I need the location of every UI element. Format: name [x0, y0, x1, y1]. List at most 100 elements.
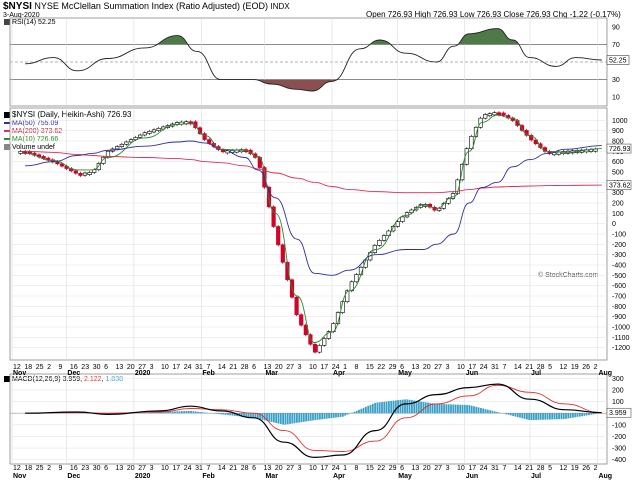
- macd-histogram-bar: [431, 403, 434, 414]
- rsi-tick-label: 30: [612, 77, 620, 84]
- candle-down: [294, 296, 299, 316]
- macd-tick-label: -300: [612, 446, 626, 453]
- macd-histogram-bar: [388, 401, 390, 414]
- macd-histogram-bar: [424, 402, 427, 414]
- ma50-legend: MA(50) 755.09: [4, 120, 58, 127]
- day-tick-label-macd: 10: [457, 465, 465, 472]
- month-label-macd: Aug: [598, 473, 612, 480]
- macd-histogram-bar: [254, 413, 257, 419]
- day-tick-label-macd: 7: [503, 465, 507, 472]
- macd-histogram-bar: [590, 413, 593, 415]
- day-tick-label-macd: 17: [320, 465, 328, 472]
- macd-histogram-bar: [521, 413, 524, 419]
- chart-date: 3-Aug-2020: [3, 12, 40, 19]
- price-tick-label: 500: [612, 170, 624, 177]
- macd-histogram-bar: [240, 413, 243, 417]
- day-tick-label: 27: [434, 364, 442, 371]
- macd-histogram-bar: [496, 411, 498, 414]
- candle-down: [529, 135, 534, 141]
- day-tick-label: 13: [263, 364, 271, 371]
- macd-histogram-bar: [252, 413, 255, 418]
- rsi-legend-text: RSI(14) 52.25: [12, 19, 56, 26]
- month-label: Jul: [531, 370, 541, 377]
- day-tick-label-macd: 20: [275, 465, 283, 472]
- macd-histogram-bar: [114, 413, 117, 415]
- day-tick-label: 16: [70, 364, 78, 371]
- day-tick-label: 29: [389, 364, 397, 371]
- macd-histogram-bar: [585, 413, 588, 416]
- macd-histogram-bar: [378, 402, 381, 414]
- macd-histogram-bar: [383, 401, 386, 414]
- macd-chart: [24, 383, 602, 459]
- macd-swatch: [4, 376, 10, 383]
- day-tick-label: 6: [252, 364, 256, 371]
- day-tick-label: 27: [138, 364, 146, 371]
- candle-up: [124, 141, 129, 145]
- day-tick-label: 26: [582, 364, 590, 371]
- macd-histogram-bar: [268, 413, 271, 422]
- day-tick-label: 14: [514, 364, 522, 371]
- day-tick-label-macd: 6: [104, 465, 108, 472]
- macd-histogram-bar: [328, 413, 330, 419]
- macd-histogram-bar: [489, 410, 491, 414]
- macd-histogram-bar: [309, 413, 312, 421]
- macd-histogram-bar: [560, 413, 563, 420]
- macd-histogram-bar: [284, 413, 287, 425]
- macd-histogram-bar: [415, 400, 418, 414]
- candle-up: [151, 129, 157, 133]
- macd-histogram-bar: [408, 399, 411, 414]
- day-tick-label-macd: 27: [138, 465, 146, 472]
- macd-histogram-bar: [544, 413, 547, 420]
- day-tick-label-macd: 13: [263, 465, 271, 472]
- macd-histogram-bar: [417, 401, 420, 414]
- macd-legend: MACD(12,26,9) 3.959, 2.122, 1.838: [4, 376, 123, 383]
- macd-histogram-bar: [325, 413, 328, 419]
- candle-down: [308, 334, 313, 345]
- macd-histogram-bar: [477, 407, 480, 414]
- day-tick-label-macd: 24: [184, 465, 192, 472]
- macd-histogram-bar: [369, 404, 372, 414]
- day-tick-label: 5: [548, 364, 552, 371]
- macd-histogram-bar: [231, 413, 234, 416]
- day-tick-label-macd: 17: [468, 465, 476, 472]
- macd-histogram-bar: [220, 413, 222, 415]
- rsi-line: [25, 28, 602, 92]
- day-tick-label: 8: [355, 364, 359, 371]
- macd-histogram-bar: [371, 403, 374, 414]
- day-tick-label: 21: [229, 364, 237, 371]
- macd-tick-label: -200: [612, 434, 626, 441]
- ma200-legend: MA(200) 373.62: [4, 128, 62, 135]
- macd-histogram-bar: [362, 407, 365, 414]
- rsi-oversold-fill: [25, 79, 602, 91]
- macd-histogram-bar: [314, 413, 317, 421]
- day-tick-label: 3: [446, 364, 450, 371]
- price-tick-label: -900: [612, 314, 626, 321]
- macd-histogram-bar: [151, 412, 153, 414]
- day-tick-label: 10: [309, 364, 317, 371]
- day-tick-label-macd: 2: [594, 465, 598, 472]
- day-tick-label: 19: [571, 364, 579, 371]
- candle-up: [345, 290, 350, 302]
- macd-histogram-bar: [155, 412, 158, 414]
- ma200-swatch: [4, 130, 10, 133]
- macd-histogram-bar: [567, 413, 570, 419]
- ma10-legend: MA(10) 726.66: [4, 136, 58, 143]
- day-tick-label: 3: [150, 364, 154, 371]
- day-tick-label: 12: [13, 364, 21, 371]
- price-legend-text: $NYSI (Daily, Heikin-Ashi) 726.93: [12, 110, 132, 119]
- macd-histogram-bar: [319, 413, 321, 420]
- candle-up: [18, 151, 23, 154]
- macd-histogram-bar: [273, 413, 275, 423]
- macd-histogram-bar: [167, 411, 169, 414]
- day-tick-label-macd: 27: [434, 465, 442, 472]
- candle-up: [156, 128, 161, 131]
- macd-histogram-bar: [263, 413, 266, 421]
- day-tick-label-macd: 16: [70, 465, 78, 472]
- macd-histogram-bar: [277, 413, 280, 424]
- candle-down: [312, 343, 318, 353]
- chart-header: $NYSI NYSE McClellan Summation Index (Ra…: [3, 1, 290, 12]
- day-tick-label-macd: 20: [423, 465, 431, 472]
- macd-tick-label: -100: [612, 422, 626, 429]
- macd-value: 3.959: [62, 376, 81, 383]
- day-tick-label-macd: 21: [525, 465, 533, 472]
